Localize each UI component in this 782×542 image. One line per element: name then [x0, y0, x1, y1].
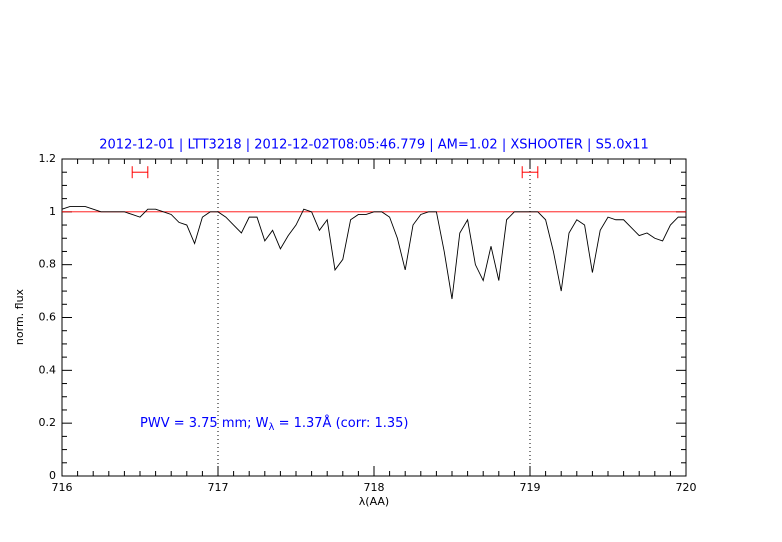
- x-tick-label: 718: [364, 481, 385, 494]
- x-tick-label: 720: [676, 481, 697, 494]
- y-tick-label: 0.6: [39, 311, 57, 324]
- y-axis-label: norm. flux: [13, 288, 26, 345]
- annotation-text: = 1.37Å (corr: 1.35): [274, 415, 408, 431]
- x-axis-label: λ(AA): [359, 495, 389, 508]
- annotation-subscript: λ: [269, 422, 275, 433]
- x-tick-label: 717: [208, 481, 229, 494]
- annotation-text: PWV = 3.75 mm; W: [140, 416, 269, 431]
- x-tick-label: 716: [52, 481, 73, 494]
- y-tick-label: 0.4: [39, 363, 57, 376]
- annotation: PWV = 3.75 mm; Wλ = 1.37Å (corr: 1.35): [140, 415, 409, 434]
- y-tick-label: 0: [49, 469, 56, 482]
- spectrum-line: [61, 206, 686, 300]
- x-tick-label: 719: [520, 481, 541, 494]
- y-tick-label: 1.2: [39, 152, 57, 165]
- y-tick-label: 1: [49, 205, 56, 218]
- y-tick-label: 0.8: [39, 258, 57, 271]
- chart-title: 2012-12-01 | LTT3218 | 2012-12-02T08:05:…: [99, 138, 648, 153]
- y-tick-label: 0.2: [39, 416, 57, 429]
